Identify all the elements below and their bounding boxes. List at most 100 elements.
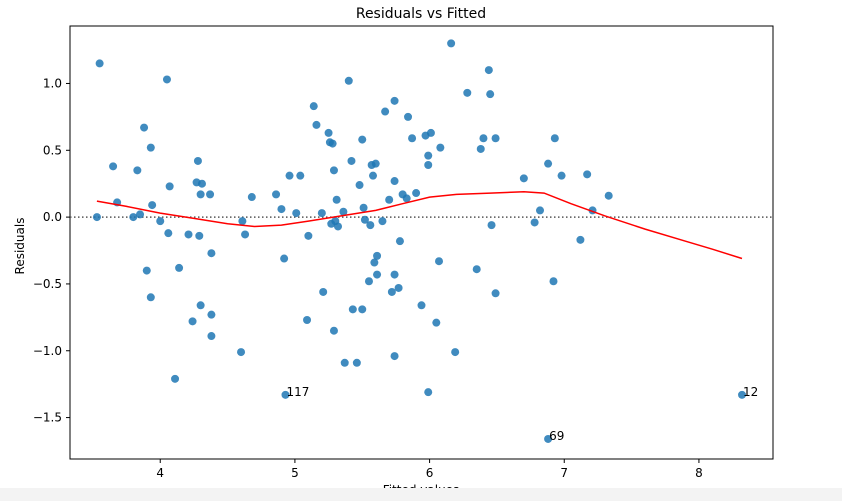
data-point	[550, 134, 559, 143]
chart-title: Residuals vs Fitted	[356, 6, 486, 22]
data-point	[530, 218, 539, 227]
data-point	[237, 348, 246, 357]
data-point	[378, 217, 387, 226]
data-point	[491, 289, 500, 298]
data-point	[328, 139, 337, 148]
data-point	[424, 388, 433, 397]
data-point	[344, 76, 353, 85]
data-point	[164, 229, 173, 238]
data-point	[373, 251, 382, 260]
data-point	[247, 193, 256, 202]
data-point	[195, 231, 204, 240]
data-point	[402, 194, 411, 203]
data-point	[133, 166, 142, 175]
data-point	[171, 374, 180, 383]
data-point	[296, 171, 305, 180]
y-tick-label: −0.5	[33, 277, 62, 291]
data-point	[359, 203, 368, 212]
data-point	[142, 266, 151, 275]
data-point	[371, 159, 380, 168]
data-point	[207, 332, 216, 341]
data-point	[334, 222, 343, 231]
data-point	[370, 258, 379, 267]
data-point	[340, 358, 349, 367]
data-point	[424, 151, 433, 160]
data-point	[486, 90, 495, 99]
data-point	[557, 171, 566, 180]
data-point	[583, 170, 592, 179]
data-point	[424, 160, 433, 169]
data-point	[390, 270, 399, 279]
x-tick-label: 6	[426, 466, 434, 480]
data-point	[738, 390, 747, 399]
data-point	[348, 305, 357, 314]
data-point	[426, 128, 435, 137]
data-point	[309, 102, 318, 111]
x-axis: 4 5 6 7 8	[156, 459, 703, 480]
lowess-curve	[96, 190, 743, 260]
data-point	[404, 112, 413, 121]
data-point	[319, 287, 328, 296]
x-tick-label: 8	[695, 466, 703, 480]
data-point	[292, 209, 301, 218]
data-point	[381, 107, 390, 116]
data-point	[390, 177, 399, 186]
data-point	[196, 190, 205, 199]
data-point	[148, 201, 157, 210]
data-point	[317, 209, 326, 218]
data-point	[92, 213, 101, 222]
data-point	[519, 174, 528, 183]
data-point	[360, 215, 369, 224]
data-point	[329, 166, 338, 175]
plot-frame	[69, 25, 774, 460]
data-point	[463, 88, 472, 97]
data-point	[544, 434, 553, 443]
data-point	[277, 205, 286, 214]
data-point	[303, 316, 312, 325]
data-point	[352, 358, 361, 367]
data-point	[364, 277, 373, 286]
data-point	[162, 75, 171, 84]
data-point	[435, 257, 444, 266]
data-point	[196, 301, 205, 310]
data-point	[491, 134, 500, 143]
data-point	[285, 171, 294, 180]
data-point	[544, 159, 553, 168]
data-point	[95, 59, 104, 68]
data-point	[175, 263, 184, 272]
y-tick-label: 1.0	[43, 76, 62, 90]
data-point	[487, 221, 496, 230]
outlier-label: 69	[549, 429, 564, 443]
data-point	[417, 301, 426, 310]
x-tick-label: 4	[156, 466, 164, 480]
data-point	[197, 179, 206, 188]
y-axis: 1.0 0.5 0.0 −0.5 −1.0 −1.5	[33, 76, 70, 425]
data-point	[347, 156, 356, 165]
data-point	[329, 326, 338, 335]
data-point	[447, 39, 456, 48]
y-tick-label: −1.5	[33, 411, 62, 425]
data-point	[281, 390, 290, 399]
data-point	[188, 317, 197, 326]
data-point	[206, 190, 215, 199]
data-point	[304, 231, 313, 240]
data-point	[366, 221, 375, 230]
data-point	[604, 191, 613, 200]
data-point	[324, 128, 333, 137]
data-point	[395, 237, 404, 246]
data-point	[479, 134, 488, 143]
outlier-annotations: 117 69 12	[286, 385, 758, 443]
x-tick-label: 5	[291, 466, 299, 480]
data-point	[536, 206, 545, 215]
data-point	[412, 189, 421, 198]
data-point	[146, 143, 155, 152]
data-point	[369, 171, 378, 180]
y-tick-label: 0.0	[43, 210, 62, 224]
data-point	[238, 217, 247, 226]
data-point	[136, 210, 145, 219]
data-point	[207, 249, 216, 258]
outlier-label: 12	[743, 385, 758, 399]
data-point	[241, 230, 250, 239]
data-point	[312, 120, 321, 129]
